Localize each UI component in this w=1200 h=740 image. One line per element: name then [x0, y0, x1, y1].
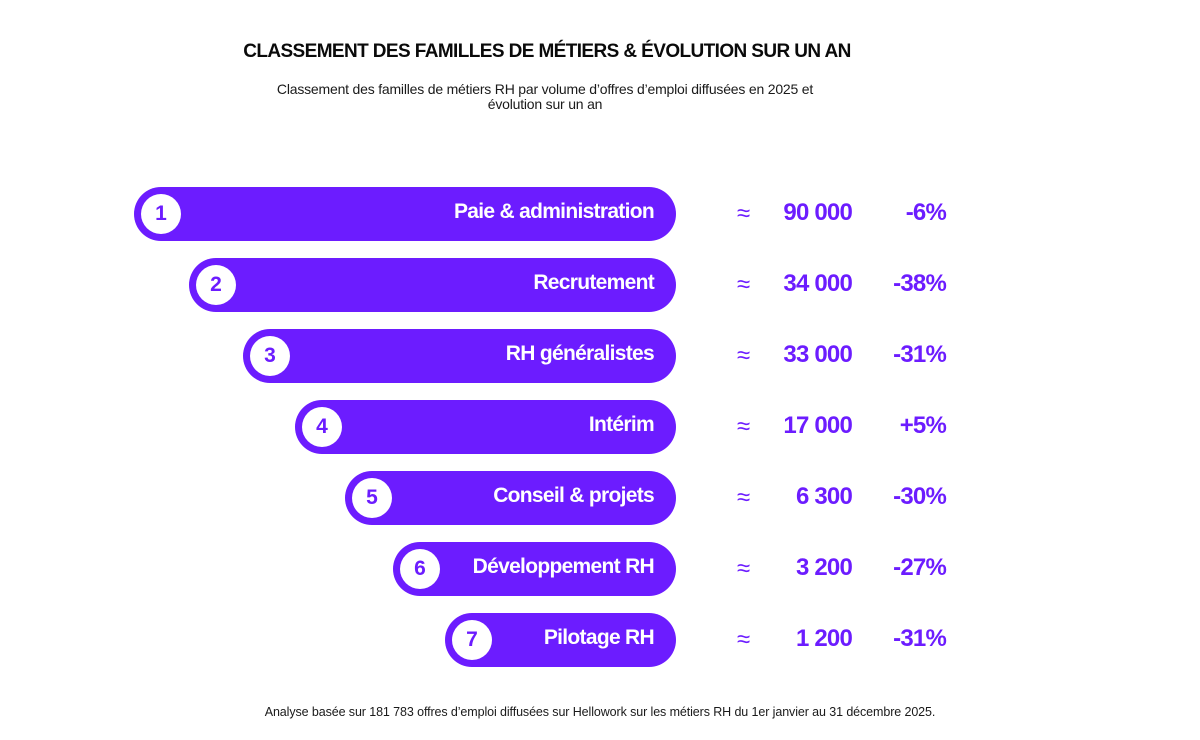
category-label: RH généralistes — [505, 342, 655, 365]
evolution-label: -31% — [893, 625, 947, 652]
value-label: 17 000 — [783, 412, 852, 439]
evolution-label: -38% — [893, 270, 947, 297]
value-label: 34 000 — [783, 270, 852, 297]
ranking-row: 5 Conseil & projets ≈6 300 -30% — [0, 471, 1200, 525]
approx-symbol: ≈ — [737, 555, 751, 582]
category-label: Pilotage RH — [543, 626, 655, 649]
category-label: Intérim — [588, 413, 655, 436]
ranking-row: 7 Pilotage RH ≈1 200 -31% — [0, 613, 1200, 667]
approx-symbol: ≈ — [737, 200, 751, 227]
ranking-row: 3 RH généralistes ≈33 000 -31% — [0, 329, 1200, 383]
approx-symbol: ≈ — [737, 626, 751, 653]
ranking-bar: 7 Pilotage RH — [445, 613, 676, 667]
chart-title: CLASSEMENT DES FAMILLES DE MÉTIERS & ÉVO… — [243, 41, 851, 62]
evolution-label: -6% — [905, 199, 947, 226]
category-label: Recrutement — [533, 271, 654, 294]
rank-badge: 6 — [400, 549, 440, 589]
evolution-label: +5% — [899, 412, 947, 439]
approx-symbol: ≈ — [737, 342, 751, 369]
ranking-row: 6 Développement RH ≈3 200 -27% — [0, 542, 1200, 596]
ranking-bar: 2 Recrutement — [189, 258, 676, 312]
rank-badge: 1 — [141, 194, 181, 234]
ranking-bar: 6 Développement RH — [393, 542, 676, 596]
rank-badge: 4 — [302, 407, 342, 447]
ranking-bar: 1 Paie & administration — [134, 187, 676, 241]
rank-badge: 3 — [250, 336, 290, 376]
value-label: 33 000 — [783, 341, 852, 368]
footnote: Analyse basée sur 181 783 offres d’emplo… — [264, 705, 936, 719]
value-label: 1 200 — [795, 625, 853, 652]
category-label: Paie & administration — [453, 200, 655, 223]
approx-symbol: ≈ — [737, 484, 751, 511]
approx-symbol: ≈ — [737, 413, 751, 440]
evolution-label: -30% — [893, 483, 947, 510]
subtitle-line-1: Classement des familles de métiers RH pa… — [276, 81, 814, 97]
value-label: 90 000 — [783, 199, 852, 226]
value-label: 6 300 — [795, 483, 853, 510]
category-label: Conseil & projets — [493, 484, 654, 507]
evolution-label: -27% — [893, 554, 947, 581]
ranking-bar: 5 Conseil & projets — [345, 471, 676, 525]
ranking-bar: 3 RH généralistes — [243, 329, 676, 383]
approx-symbol: ≈ — [737, 271, 751, 298]
rank-badge: 5 — [352, 478, 392, 518]
subtitle-line-2: évolution sur un an — [487, 96, 603, 112]
ranking-row: 4 Intérim ≈17 000 +5% — [0, 400, 1200, 454]
category-label: Développement RH — [472, 555, 655, 578]
chart-subtitle: Classement des familles de métiers RH pa… — [240, 82, 850, 112]
ranking-row: 1 Paie & administration ≈90 000 -6% — [0, 187, 1200, 241]
value-label: 3 200 — [795, 554, 853, 581]
rank-badge: 2 — [196, 265, 236, 305]
ranking-bar: 4 Intérim — [295, 400, 676, 454]
rank-badge: 7 — [452, 620, 492, 660]
evolution-label: -31% — [893, 341, 947, 368]
ranking-row: 2 Recrutement ≈34 000 -38% — [0, 258, 1200, 312]
